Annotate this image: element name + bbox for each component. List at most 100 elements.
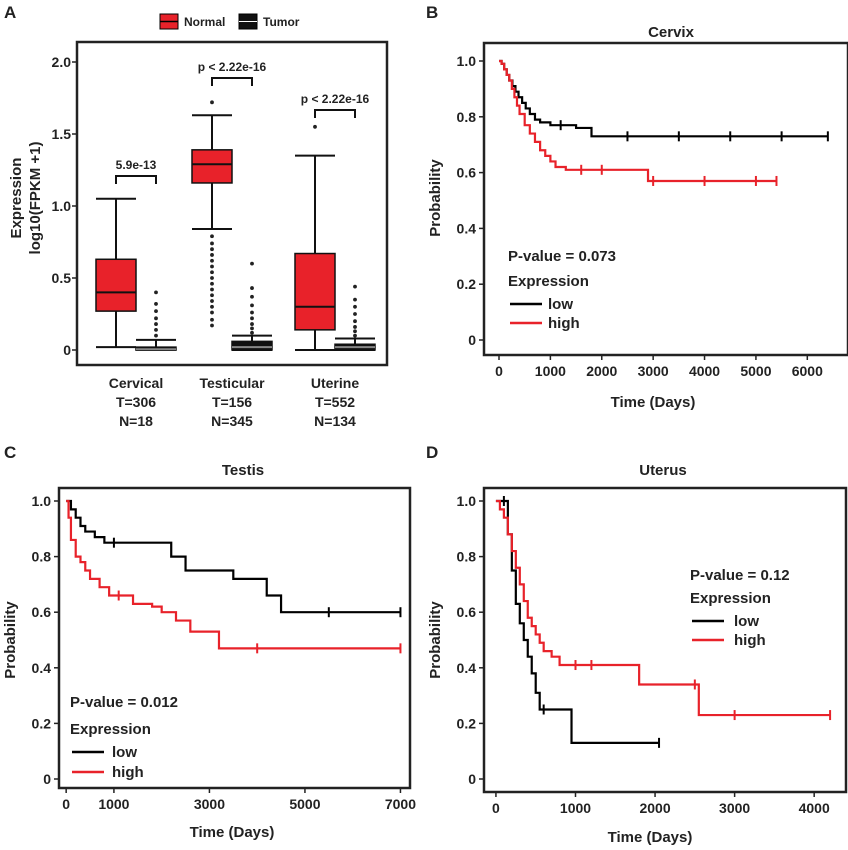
km-curve-high [499,59,777,183]
panel-c-xtick-label: 3000 [194,796,225,812]
panel-c-xtick-label: 1000 [98,796,129,812]
box-normal-testicular-outlier [210,299,214,303]
panel-d-ytick-label: 0.2 [457,715,477,731]
panel-d-legend-low: low [734,613,759,630]
panel-b-ytick-label: 0.6 [457,165,477,181]
box-normal-testicular-outlier [210,270,214,275]
panel-b-ytick-label: 0 [468,332,476,348]
box-tumor-testicular-box [231,340,273,351]
panel-c-ytick-label: 0.8 [32,549,52,565]
box-normal-uterine-outlier [313,124,317,129]
panel-d-xtick-label: 2000 [639,800,670,816]
panel-b-ytick-label: 0.4 [457,220,477,236]
panel-c-label: C [4,443,16,462]
panel-b-xtick-label: 6000 [792,363,823,379]
group-normal-n-testicular: N=345 [211,413,253,429]
panel-b-ylabel: Probability [427,159,444,237]
group-name-cervical: Cervical [109,375,163,391]
box-normal-testicular-outlier [210,293,214,298]
km-curve-low [66,499,401,614]
box-tumor-testicular-outlier [250,261,254,266]
panel-c-xtick-label: 5000 [289,796,320,812]
box-normal-testicular-box [191,149,233,184]
panel-d-ytick-label: 0 [468,771,476,787]
panel-d-label: D [426,443,438,462]
panel-c-xtick-label: 7000 [385,796,416,812]
legend-normal-label: Normal [184,15,225,29]
panel-c-legend-low: low [112,744,137,761]
box-tumor-uterine-outlier [353,304,357,309]
box-tumor-testicular-outlier [250,326,254,331]
panel-d-legend-high: high [734,632,766,649]
panel-a-group-labels: Cervical T=306 N=18 Testicular T=156 N=345 Ute… [109,375,360,429]
panel-b-frame [482,41,848,357]
panel-c-ticks: 0 0.2 0.4 0.6 0.8 1.0 0 1000 3000 5000 7000 [32,493,417,812]
panel-b-pvalue: P-value = 0.073 [508,248,616,265]
box-normal-testicular-outlier [210,323,214,328]
box-tumor-cervical-outlier [154,333,158,338]
panel-d-legend-title: Expression [690,590,771,607]
box-normal-testicular-outlier [210,258,214,263]
group-tumor-n-uterine: T=552 [315,394,355,410]
group-name-testicular: Testicular [199,375,265,391]
panel-c-survival-testis: C Testis Probability Time (Days) 0 0.2 0.4… [2,443,416,841]
panel-b-xtick-label: 4000 [689,363,720,379]
panel-c-ytick-label: 0 [43,771,51,787]
panel-c-ytick-label: 0.2 [32,715,52,731]
legend-tumor-label: Tumor [263,15,300,29]
box-normal-testicular-outlier [210,264,214,269]
box-tumor-uterine-outlier [353,297,357,302]
panel-b-legend-title: Expression [508,273,589,290]
group-normal-n-uterine: N=134 [314,413,356,429]
box-normal-testicular-outlier [210,276,214,280]
panel-b-ytick-label: 1.0 [457,53,477,69]
panel-c-xtick-label: 0 [62,796,70,812]
box-tumor-testicular-outlier [250,294,254,299]
panel-b-xtick-label: 5000 [740,363,771,379]
panel-b-title: Cervix [648,24,695,41]
box-tumor-uterine-outlier [353,319,357,324]
panel-b-survival-cervix: B Cervix Probability Time (Days) 0 0.2 0.4… [426,3,848,411]
panel-d-xtick-label: 4000 [799,800,830,816]
panel-b-xtick-label: 1000 [535,363,566,379]
panel-a-plot-area: 5.9e-13 p < 2.22e-16 p < 2.22e-16 [95,60,376,351]
km-curve-low [495,499,660,744]
panel-b-legend-high: high [548,315,580,332]
panel-d-xtick-label: 1000 [560,800,591,816]
panel-d-ylabel: Probability [427,601,444,679]
box-tumor-testicular-outlier [250,330,254,335]
km-curve-low [499,59,828,138]
pvalue-label-testicular: p < 2.22e-16 [198,60,267,74]
box-tumor-uterine-outlier [353,284,357,289]
panel-d-xtick-label: 3000 [719,800,750,816]
box-tumor-cervical-outlier [154,290,158,295]
box-normal-testicular-outlier [210,281,214,286]
group-tumor-n-testicular: T=156 [212,394,252,410]
box-normal-testicular-outlier [210,247,214,252]
panel-c-title: Testis [222,462,264,479]
box-normal-testicular-outlier [210,100,214,105]
pvalue-label-cervical: 5.9e-13 [116,158,157,172]
panel-a-ytick-label: 0.5 [52,270,72,286]
panel-d-frame [482,486,848,794]
panel-d-xlabel: Time (Days) [608,829,693,846]
panel-a-ytick-label: 1.0 [52,198,72,214]
pvalue-label-uterine: p < 2.22e-16 [301,92,370,106]
pvalue-bracket-testicular [211,77,253,86]
panel-c-legend-high: high [112,764,144,781]
panel-a-label: A [4,3,16,22]
panel-b-ytick-label: 0.2 [457,276,477,292]
box-tumor-cervical-outlier [154,327,158,332]
panel-d-xtick-label: 0 [492,800,500,816]
box-tumor-testicular-outlier [250,310,254,315]
panel-b-legend-low: low [548,296,573,313]
panel-d-title: Uterus [639,462,687,479]
panel-c-xlabel: Time (Days) [190,824,275,841]
group-name-uterine: Uterine [311,375,359,391]
panel-d-plot-area [495,496,832,748]
box-normal-testicular-outlier [210,287,214,292]
group-tumor-n-cervical: T=306 [116,394,156,410]
panel-c-ytick-label: 1.0 [32,493,52,509]
panel-c-plot-area [66,499,402,654]
